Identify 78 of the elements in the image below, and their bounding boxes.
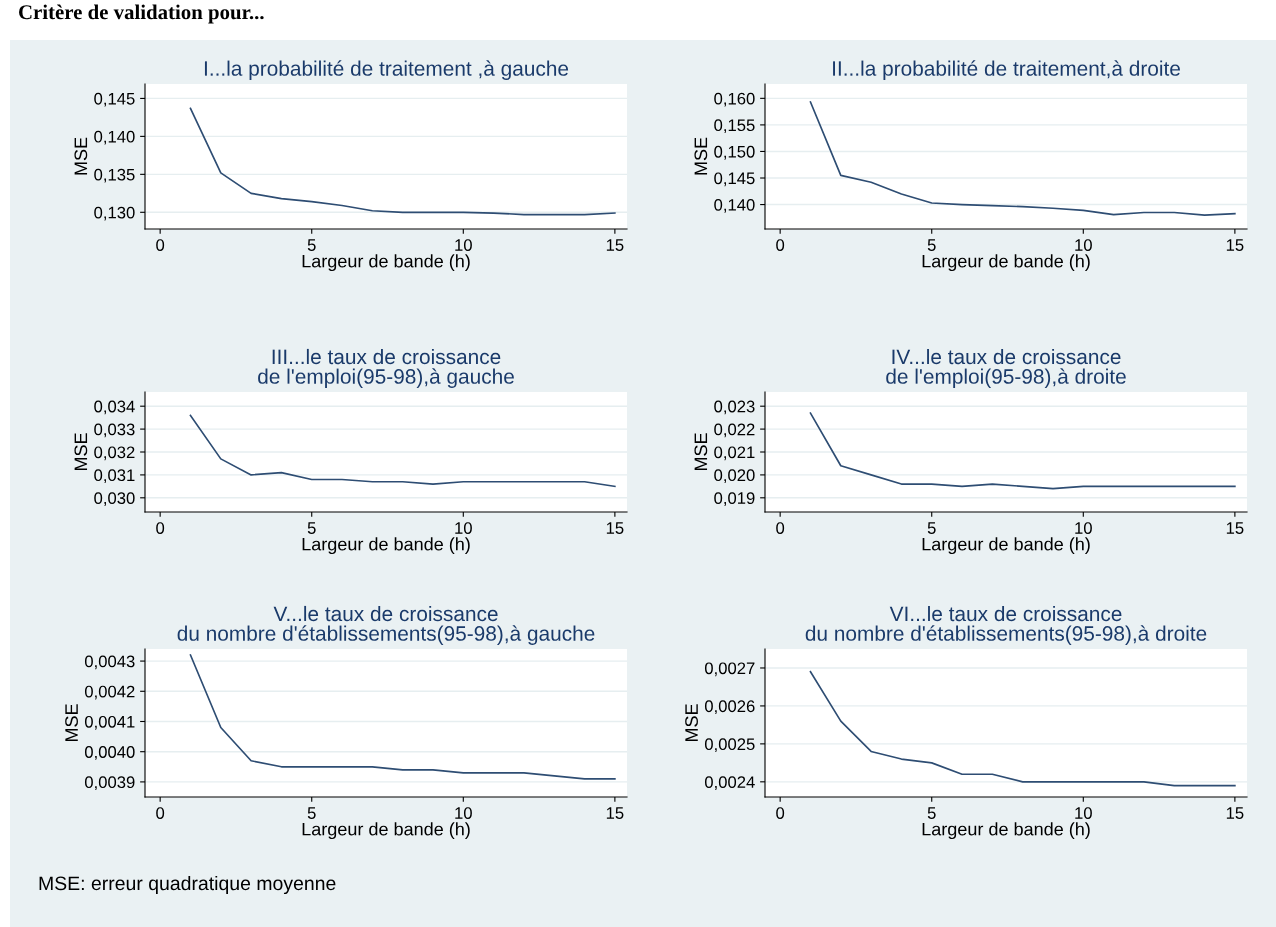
line-series — [189, 107, 616, 216]
y-tick-label: 0,140 — [94, 130, 135, 145]
chart-title: V...le taux de croissance du nombre d'établissements(95-98),à gauche — [177, 605, 595, 645]
y-tick-label: 0,030 — [94, 492, 135, 506]
y-tick-label: 0,0040 — [84, 746, 135, 760]
y-tick-label: 0,0027 — [704, 662, 755, 677]
y-tick-label: 0,0042 — [84, 685, 135, 700]
x-tick-label: 0 — [776, 807, 785, 819]
x-tick-label: 5 — [307, 807, 316, 819]
y-axis-title: MSE — [74, 137, 88, 175]
y-axis-title: MSE — [694, 137, 708, 175]
x-tick-label: 5 — [927, 239, 936, 251]
x-tick-label: 10 — [1075, 522, 1092, 534]
x-axis-title: Largeur de bande (h) — [302, 822, 470, 840]
chart-title: II...la probabilité de traitement,à droite — [833, 60, 1180, 80]
y-tick-label: 0,145 — [94, 92, 135, 107]
x-tick-label: 15 — [606, 239, 624, 251]
x-tick-label: 5 — [927, 522, 936, 534]
x-tick-label: 10 — [455, 239, 472, 251]
line-series — [189, 414, 616, 488]
x-tick-label: 5 — [927, 807, 936, 819]
y-tick-label: 0,032 — [94, 446, 135, 461]
y-tick-label: 0,130 — [94, 206, 135, 221]
chart-title: IV...le taux de croissance de l'emploi(95-98),à droite — [886, 348, 1126, 388]
line-series — [189, 654, 616, 780]
text: Critère de validation pour... — [19, 4, 264, 24]
y-tick-label: 0,145 — [714, 172, 755, 187]
x-tick-label: 15 — [606, 807, 624, 819]
y-tick-label: 0,0026 — [704, 700, 755, 715]
y-tick-label: 0,019 — [714, 492, 755, 506]
chart-title: III...le taux de croissance de l'emploi(95-98),à gauche — [258, 348, 514, 388]
x-tick-label: 10 — [1075, 807, 1092, 819]
y-tick-label: 0,022 — [714, 423, 755, 438]
chart-title: I...la probabilité de traitement ,à gauche — [204, 60, 569, 80]
y-axis-title: MSE — [685, 704, 698, 742]
x-axis-title: Largeur de bande (h) — [302, 537, 470, 555]
y-axis-title: MSE — [74, 433, 88, 471]
x-tick-label: 15 — [1226, 807, 1244, 819]
x-axis-title: Largeur de bande (h) — [922, 537, 1090, 555]
x-tick-label: 15 — [606, 522, 624, 534]
text: MSE: erreur quadratique moyenne — [39, 875, 336, 895]
x-tick-label: 0 — [776, 239, 785, 251]
x-axis-title: Largeur de bande (h) — [922, 822, 1090, 840]
y-tick-label: 0,023 — [714, 400, 755, 415]
x-tick-label: 0 — [156, 239, 165, 251]
x-tick-label: 5 — [307, 239, 316, 251]
y-tick-label: 0,0039 — [84, 776, 135, 791]
y-tick-label: 0,160 — [714, 92, 755, 107]
y-tick-label: 0,033 — [94, 423, 135, 438]
y-tick-label: 0,0043 — [84, 655, 135, 670]
y-tick-label: 0,034 — [94, 400, 135, 415]
x-tick-label: 15 — [1226, 239, 1244, 251]
x-tick-label: 0 — [156, 522, 165, 534]
y-tick-label: 0,031 — [94, 469, 135, 484]
y-tick-label: 0,021 — [714, 446, 755, 461]
y-tick-label: 0,140 — [714, 198, 755, 213]
x-tick-label: 10 — [455, 522, 472, 534]
y-tick-label: 0,155 — [714, 119, 755, 134]
x-axis-title: Largeur de bande (h) — [302, 254, 470, 272]
x-axis-title: Largeur de bande (h) — [922, 254, 1090, 272]
y-axis-title: MSE — [694, 433, 708, 471]
chart-title: VI...le taux de croissance du nombre d'établissements(95-98),à droite — [805, 605, 1207, 645]
line-series — [809, 412, 1236, 490]
y-axis-title: MSE — [65, 704, 78, 742]
y-tick-label: 0,020 — [714, 469, 755, 484]
y-tick-label: 0,0041 — [84, 715, 135, 730]
line-series — [809, 101, 1236, 217]
x-tick-label: 15 — [1226, 522, 1244, 534]
y-tick-label: 0,135 — [94, 168, 135, 183]
y-tick-label: 0,0024 — [704, 776, 755, 790]
x-tick-label: 10 — [455, 807, 472, 819]
x-tick-label: 0 — [156, 807, 165, 819]
y-tick-label: 0,0025 — [704, 738, 755, 753]
x-tick-label: 5 — [307, 522, 316, 534]
y-tick-label: 0,150 — [714, 145, 755, 160]
line-series — [809, 670, 1236, 787]
x-tick-label: 10 — [1075, 239, 1092, 251]
x-tick-label: 0 — [776, 522, 785, 534]
